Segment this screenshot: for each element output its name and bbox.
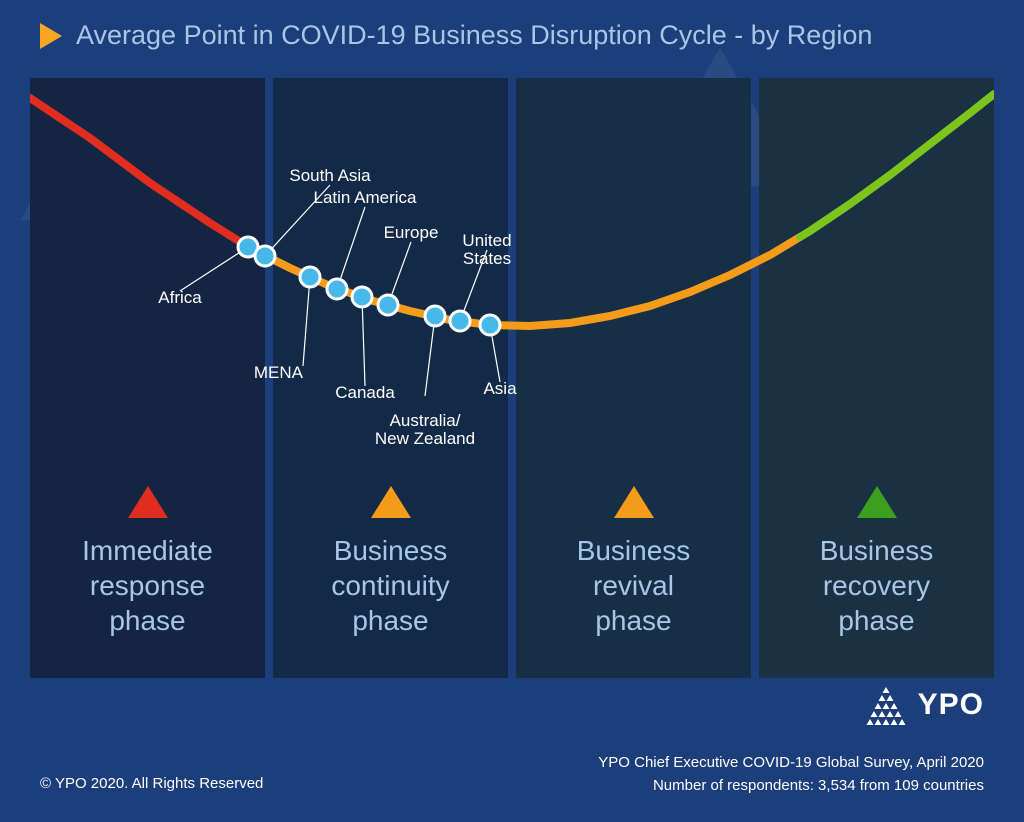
header: Average Point in COVID-19 Business Disru… <box>0 0 1024 71</box>
footer-line1: YPO Chief Executive COVID-19 Global Surv… <box>598 752 984 775</box>
phase-label: Business recovery phase <box>759 533 994 638</box>
page-title: Average Point in COVID-19 Business Disru… <box>76 20 872 51</box>
copyright: © YPO 2020. All Rights Reserved <box>40 775 263 792</box>
phase-panel: Business revival phase <box>516 78 751 678</box>
phase-triangle-icon <box>128 486 168 518</box>
brand-text: YPO <box>918 688 984 722</box>
phase-panel: Immediate response phase <box>30 78 265 678</box>
phase-triangle-icon <box>371 486 411 518</box>
phase-label: Business revival phase <box>516 533 751 638</box>
phase-panel: Business continuity phase <box>273 78 508 678</box>
footer-meta: YPO Chief Executive COVID-19 Global Surv… <box>598 752 984 797</box>
brand-logo: YPO <box>864 683 984 727</box>
phase-triangle-icon <box>614 486 654 518</box>
phase-triangle-icon <box>857 486 897 518</box>
ypo-triangle-icon <box>864 683 908 727</box>
play-icon <box>40 23 62 49</box>
phase-panel: Business recovery phase <box>759 78 994 678</box>
footer-line2: Number of respondents: 3,534 from 109 co… <box>598 775 984 798</box>
phase-label: Immediate response phase <box>30 533 265 638</box>
phase-label: Business continuity phase <box>273 533 508 638</box>
phase-panels: Immediate response phaseBusiness continu… <box>30 78 994 678</box>
